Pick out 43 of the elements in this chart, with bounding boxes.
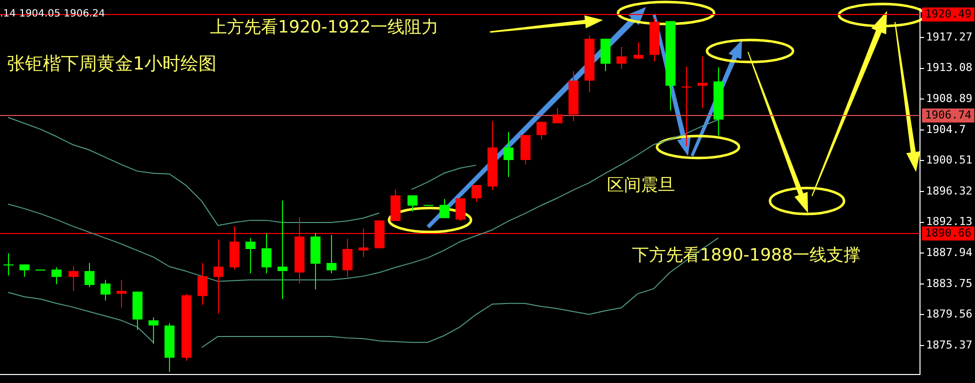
y-tick-label: 1904.7 — [926, 122, 966, 136]
annotation: 上方先看1920-1922一线阻力 — [210, 17, 439, 38]
y-tick-label: 1896.32 — [926, 184, 972, 198]
candlestick — [536, 121, 547, 140]
y-tick-label: 1900.51 — [926, 154, 972, 167]
candlestick — [616, 46, 627, 70]
y-tick-label: 1917.27 — [926, 30, 972, 44]
candlestick — [116, 279, 127, 308]
candlestick — [3, 252, 14, 276]
text: 张钜楷下周黄金1小时绘图 — [7, 54, 216, 75]
candlestick — [84, 262, 95, 288]
candlestick — [261, 233, 272, 274]
candlestick — [197, 262, 208, 306]
candlestick — [455, 198, 466, 222]
y-tick-label: 1883.75 — [926, 276, 972, 290]
candlestick — [326, 234, 337, 274]
candlestick — [697, 56, 708, 108]
candlestick — [19, 264, 30, 278]
y-tick-label: 1908.89 — [926, 92, 972, 105]
y-tick-label: 1887.94 — [926, 246, 973, 259]
candlestick — [68, 266, 79, 292]
annotation: 区间震旦 — [607, 175, 675, 196]
y-tick-label: 1892.13 — [926, 215, 972, 228]
candlestick — [100, 279, 111, 301]
candlestick — [277, 200, 288, 300]
ref-line-label: 1906.74 — [925, 108, 972, 122]
candlestick — [439, 198, 450, 219]
candlestick — [633, 42, 644, 60]
candlestick — [552, 107, 563, 124]
ref-line-label: 1920.49 — [925, 7, 972, 20]
y-tick-label: 1913.08 — [926, 61, 972, 74]
candlestick — [681, 66, 692, 147]
y-tick-label: 1875.37 — [926, 338, 972, 352]
candlestick — [245, 237, 256, 274]
candlestick — [148, 316, 159, 344]
candlestick — [471, 184, 482, 202]
ref-line-label: 1890.66 — [925, 226, 972, 240]
y-tick-label: 1879.56 — [926, 308, 972, 321]
candlestick — [213, 238, 224, 314]
candlestick — [342, 238, 353, 278]
candlestick — [407, 194, 418, 212]
candlestick — [503, 132, 514, 178]
candlestick — [51, 266, 62, 285]
